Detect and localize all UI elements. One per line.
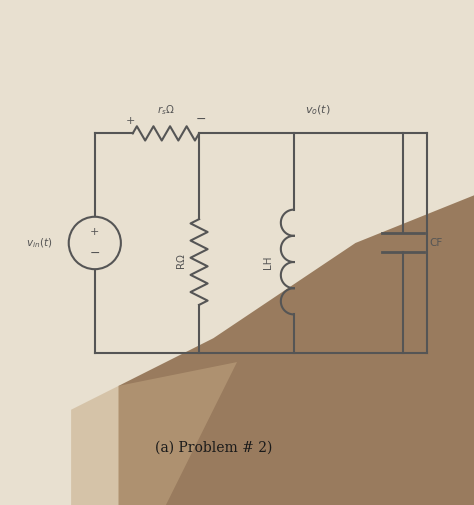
- Text: +: +: [90, 227, 100, 237]
- Text: $r_s\Omega$: $r_s\Omega$: [157, 103, 175, 117]
- Text: −: −: [196, 113, 207, 126]
- Text: CF: CF: [429, 238, 442, 248]
- Text: R$\Omega$: R$\Omega$: [175, 254, 187, 270]
- Text: $v_{in}(t)$: $v_{in}(t)$: [26, 236, 52, 250]
- Text: −: −: [90, 247, 100, 260]
- Circle shape: [69, 217, 121, 269]
- Text: (a) Problem # 2): (a) Problem # 2): [155, 441, 272, 455]
- Text: LH: LH: [263, 256, 273, 269]
- Polygon shape: [118, 195, 474, 505]
- Text: +: +: [126, 116, 135, 126]
- Polygon shape: [71, 362, 237, 505]
- Text: $v_o(t)$: $v_o(t)$: [305, 103, 330, 117]
